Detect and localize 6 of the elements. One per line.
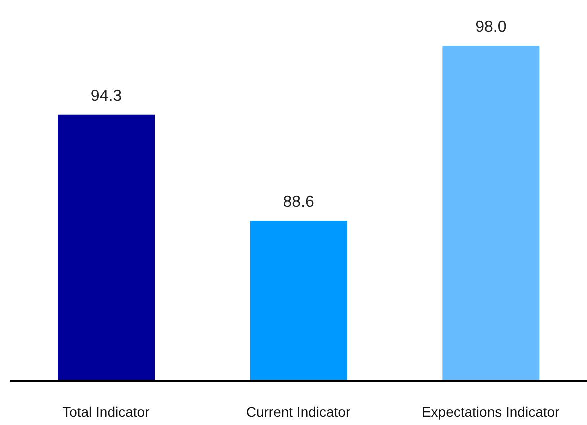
x-tick-label: Current Indicator: [246, 404, 351, 420]
data-label: 94.3: [90, 88, 122, 105]
x-tick-label: Expectations Indicator: [422, 404, 560, 420]
data-label: 98.0: [476, 19, 507, 36]
x-tick-label: Total Indicator: [62, 404, 150, 420]
data-label: 88.6: [283, 194, 315, 211]
